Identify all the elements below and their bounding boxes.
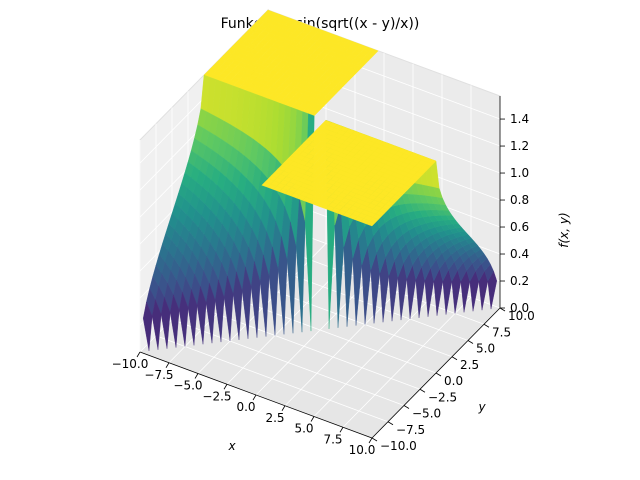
- x-tick-label: 5.0: [294, 422, 313, 436]
- x-tick-label: −10.0: [112, 357, 149, 371]
- y-tick: [435, 372, 442, 377]
- z-tick-label: 1.2: [510, 139, 529, 153]
- z-tick-label: 1.4: [510, 112, 529, 126]
- y-tick: [387, 421, 394, 426]
- x-tick-label: 2.5: [265, 411, 284, 425]
- axis-ticks: −10.0−7.5−5.0−2.50.02.55.07.510.0 −10.0−7…: [112, 112, 535, 457]
- z-tick-label: 0.6: [510, 220, 529, 234]
- y-tick-label: −10.0: [380, 439, 417, 453]
- z-tick-label: 0.4: [510, 247, 529, 261]
- y-tick-label: −5.0: [412, 407, 441, 421]
- x-tick-label: 0.0: [236, 400, 255, 414]
- y-tick-label: 10.0: [508, 309, 535, 323]
- x-tick: [368, 437, 373, 444]
- y-tick-label: −2.5: [428, 390, 457, 404]
- x-tick: [310, 416, 315, 422]
- z-tick-label: 1.0: [510, 166, 529, 180]
- y-tick: [419, 388, 426, 393]
- grid-line: [203, 286, 437, 374]
- axes-3d: −10.0−7.5−5.0−2.50.02.55.07.510.0 −10.0−7…: [112, 8, 535, 457]
- x-tick: [223, 384, 228, 390]
- y-tick: [483, 323, 490, 328]
- x-axis-label: x: [227, 439, 236, 453]
- x-tick: [281, 405, 286, 411]
- x-tick-label: 10.0: [349, 443, 376, 457]
- x-tick: [165, 362, 170, 368]
- y-tick-label: −7.5: [396, 423, 425, 437]
- x-tick-label: −7.5: [144, 368, 173, 382]
- z-axis-label: f(x, y): [557, 212, 571, 247]
- z-tick-label: 0.2: [510, 274, 529, 288]
- x-tick: [339, 427, 344, 433]
- surface-plot: [142, 9, 498, 351]
- y-tick: [371, 437, 378, 442]
- y-tick: [403, 405, 410, 409]
- z-tick-label: 0.0: [510, 301, 529, 315]
- y-tick: [467, 340, 474, 344]
- y-tick-label: 2.5: [460, 358, 479, 372]
- x-tick: [252, 394, 257, 401]
- x-tick-label: −5.0: [173, 379, 202, 393]
- y-tick-label: 7.5: [492, 325, 511, 339]
- y-tick: [451, 356, 458, 361]
- x-tick: [194, 373, 199, 379]
- x-axis-line: [139, 351, 373, 439]
- y-tick: [499, 307, 506, 312]
- z-tick-label: 0.8: [510, 193, 529, 207]
- y-tick-label: 0.0: [444, 374, 463, 388]
- surface-patch: [365, 220, 376, 227]
- x-tick: [136, 351, 141, 358]
- grid-line: [342, 296, 472, 428]
- x-tick-label: −2.5: [202, 389, 231, 403]
- y-tick-label: 5.0: [476, 342, 495, 356]
- x-tick-label: 7.5: [323, 432, 342, 446]
- y-axis-label: y: [477, 400, 486, 414]
